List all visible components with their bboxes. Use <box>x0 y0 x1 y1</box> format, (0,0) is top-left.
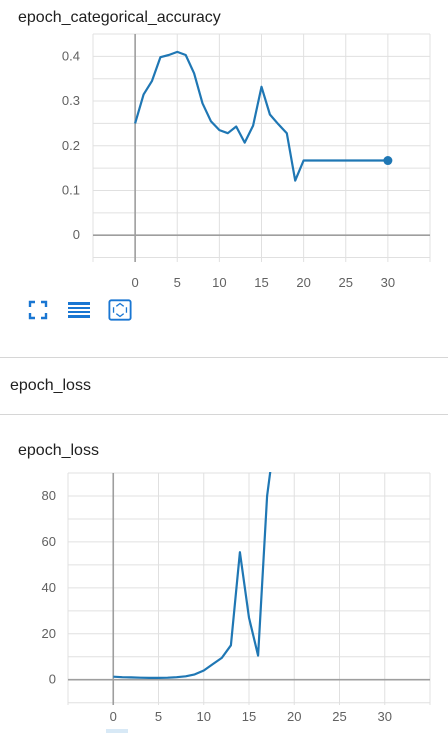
chart-toolbar <box>26 298 132 322</box>
y-tick-label: 40 <box>42 580 56 595</box>
section-divider-top <box>0 357 448 358</box>
x-tick-label: 5 <box>174 275 181 290</box>
x-tick-label: 25 <box>332 709 346 724</box>
data-table-button[interactable] <box>67 298 91 322</box>
toolbar-hint <box>106 729 128 733</box>
fit-domain-icon <box>108 299 132 321</box>
fit-domain-button[interactable] <box>108 298 132 322</box>
x-tick-label: 0 <box>110 709 117 724</box>
last-point-marker[interactable] <box>383 156 393 166</box>
accuracy-chart[interactable]: 0 5 10 15 20 25 30 0 0.1 0.2 0.3 0.4 <box>0 30 448 300</box>
series-line <box>113 472 272 679</box>
y-tick-label: 0.1 <box>62 182 80 197</box>
series-line <box>134 50 388 182</box>
y-tick-label: 0 <box>49 672 56 687</box>
y-tick-label: 80 <box>42 488 56 503</box>
x-tick-label: 20 <box>287 709 301 724</box>
x-tick-label: 10 <box>197 709 211 724</box>
x-tick-label: 15 <box>254 275 268 290</box>
section-title[interactable]: epoch_loss <box>10 377 91 394</box>
x-tick-label: 15 <box>242 709 256 724</box>
y-tick-label: 60 <box>42 534 56 549</box>
y-tick-label: 0 <box>73 227 80 242</box>
y-tick-label: 0.3 <box>62 93 80 108</box>
x-tick-label: 30 <box>378 709 392 724</box>
loss-chart[interactable]: 0 5 10 15 20 25 30 0 20 40 60 80 <box>0 465 448 733</box>
chart-title-accuracy: epoch_categorical_accuracy <box>18 9 221 26</box>
x-tick-label: 30 <box>381 275 395 290</box>
x-tick-label: 25 <box>339 275 353 290</box>
data-table-icon <box>68 302 90 318</box>
section-divider-bottom <box>0 414 448 415</box>
y-tick-label: 0.2 <box>62 138 80 153</box>
y-tick-label: 0.4 <box>62 48 80 63</box>
x-tick-label: 10 <box>212 275 226 290</box>
x-tick-label: 20 <box>296 275 310 290</box>
chart-title-loss: epoch_loss <box>18 442 99 459</box>
x-tick-label: 5 <box>155 709 162 724</box>
y-tick-label: 20 <box>42 626 56 641</box>
x-tick-label: 0 <box>132 275 139 290</box>
fullscreen-icon <box>28 300 48 320</box>
fullscreen-button[interactable] <box>26 298 50 322</box>
